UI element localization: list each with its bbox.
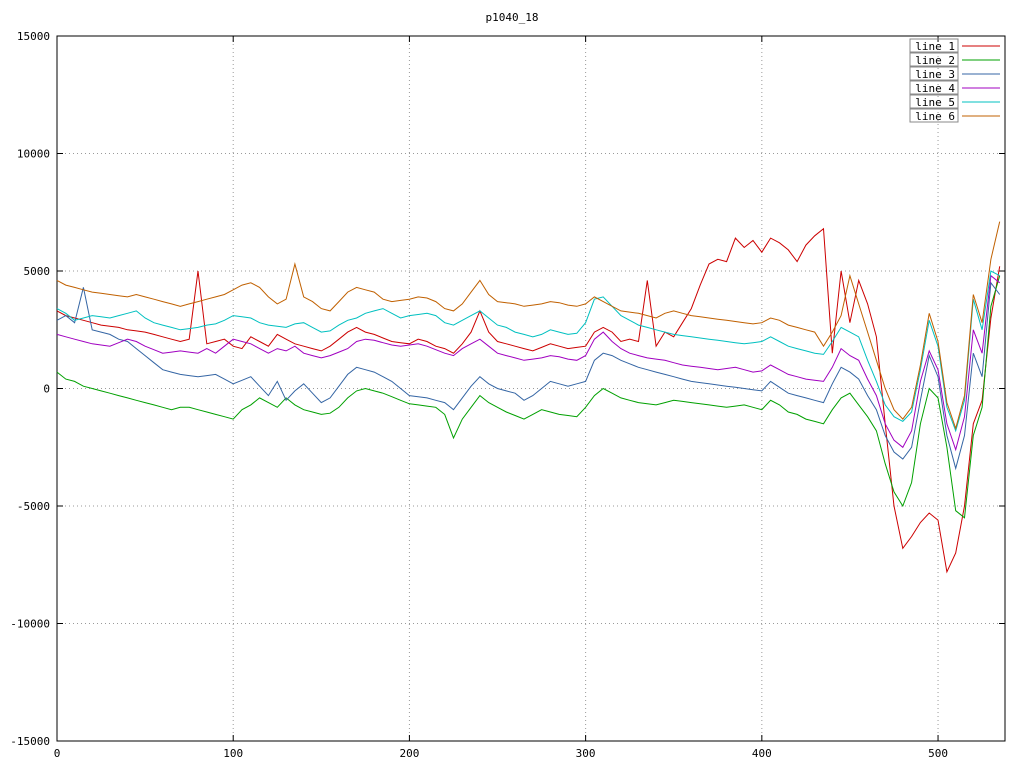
legend-label: line 1 xyxy=(915,40,955,53)
legend-label-box xyxy=(909,38,959,53)
plot-border xyxy=(56,35,1006,742)
series-line-4 xyxy=(56,274,1001,452)
x-tick-label: 0 xyxy=(54,747,61,760)
y-tick-label: -10000 xyxy=(10,618,50,631)
legend-label-box xyxy=(909,66,959,81)
y-tick-label: -15000 xyxy=(10,735,50,748)
y-tick-label: -5000 xyxy=(17,500,50,513)
x-tick-label: 500 xyxy=(928,747,948,760)
y-tick-label: 5000 xyxy=(24,265,51,278)
series-line-5 xyxy=(56,270,1000,433)
chart-title: p1040_18 xyxy=(485,11,539,24)
legend-label: line 6 xyxy=(915,110,955,123)
x-tick-label: 100 xyxy=(223,747,243,760)
series-line-1 xyxy=(56,227,1001,574)
y-tick-label: 0 xyxy=(43,383,50,396)
legend-label: line 3 xyxy=(915,68,955,81)
legend-label-box xyxy=(909,108,959,123)
y-tick-label: 10000 xyxy=(17,148,50,161)
series-line-3 xyxy=(56,281,1001,471)
legend-label: line 4 xyxy=(915,82,955,95)
x-tick-label: 300 xyxy=(576,747,596,760)
series-line-2 xyxy=(56,275,1001,519)
legend-label-box xyxy=(909,52,959,67)
legend-label-box xyxy=(909,80,959,95)
x-tick-label: 200 xyxy=(399,747,419,760)
legend-label: line 5 xyxy=(915,96,955,109)
legend-label: line 2 xyxy=(915,54,955,67)
x-tick-label: 400 xyxy=(752,747,772,760)
series-line-6 xyxy=(56,221,1001,431)
legend-label-box xyxy=(909,94,959,109)
y-tick-label: 15000 xyxy=(17,30,50,43)
